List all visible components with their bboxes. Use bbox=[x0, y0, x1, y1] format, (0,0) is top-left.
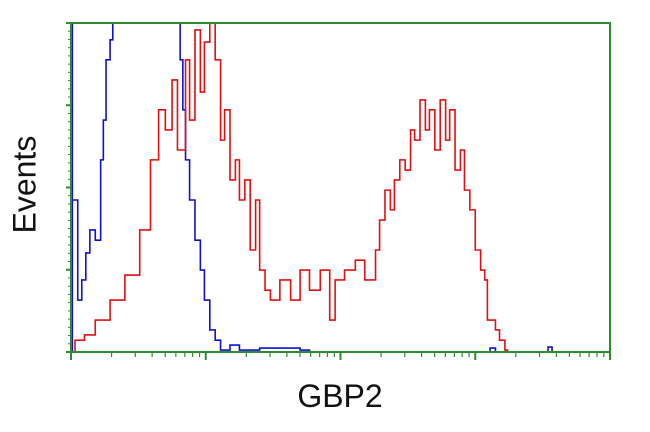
x-axis-label: GBP2 bbox=[297, 378, 383, 414]
y-axis-label: Events bbox=[6, 135, 43, 234]
series-line-blue bbox=[71, 23, 553, 352]
plot-frame bbox=[70, 22, 611, 353]
series-line-red bbox=[72, 23, 509, 352]
